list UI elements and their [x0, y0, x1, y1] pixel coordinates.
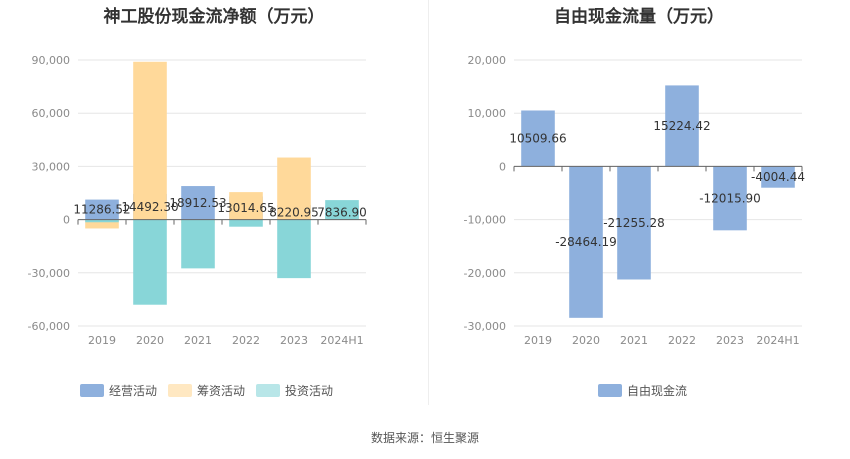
left-legend-swatch	[168, 384, 192, 397]
right-chart-title: 自由现金流量（万元）	[554, 7, 724, 27]
right-y-tick-label: -10,000	[464, 214, 506, 227]
right-y-tick-label: 10,000	[468, 107, 507, 120]
right-y-tick-label: 20,000	[468, 54, 507, 67]
charts-canvas: 90,000 60,000 30,000 0 -30,000 -60,000 2019 202…	[28, 54, 805, 398]
left-bar-3	[181, 219, 215, 269]
left-data-label: 13014.65	[217, 201, 274, 215]
right-bar-1	[617, 166, 651, 280]
left-legend-label: 筹资活动	[197, 384, 245, 398]
left-x-tick-label: 2020	[136, 334, 164, 347]
left-bar-3	[325, 200, 359, 220]
right-y-tick-label: -20,000	[464, 267, 506, 280]
right-bar-1	[569, 166, 603, 318]
left-legend-label: 投资活动	[285, 383, 333, 398]
left-bar-3	[133, 219, 167, 305]
left-x-tick-label: 2021	[184, 334, 212, 347]
right-legend-label: 自由现金流	[627, 383, 687, 398]
right-x-tick-label: 2024H1	[756, 334, 799, 347]
left-bar-3	[85, 219, 119, 223]
right-bar-1	[713, 166, 747, 231]
left-data-label: 18912.53	[169, 196, 226, 210]
right-x-tick-label: 2023	[716, 334, 744, 347]
left-bar-1	[181, 186, 215, 220]
left-bar-1	[85, 199, 119, 220]
left-y-tick-label: -30,000	[28, 267, 70, 280]
right-data-label: 15224.42	[653, 119, 710, 133]
right-data-label: -12015.90	[699, 191, 761, 205]
right-x-tick-label: 2020	[572, 334, 600, 347]
left-chart-title: 神工股份现金流净额（万元）	[103, 7, 325, 27]
right-x-tick-label: 2019	[524, 334, 552, 347]
right-bar-1	[761, 166, 795, 188]
left-data-label: 11286.52	[73, 203, 130, 217]
left-x-tick-label: 2022	[232, 334, 260, 347]
right-data-label: -28464.19	[555, 235, 617, 249]
right-x-tick-label: 2021	[620, 334, 648, 347]
left-data-label: 7836.90	[317, 206, 367, 220]
left-data-label: 14492.30	[121, 200, 178, 214]
left-x-tick-label: 2019	[88, 334, 116, 347]
left-legend-label: 经营活动	[109, 384, 157, 398]
left-y-tick-label: 90,000	[32, 54, 71, 67]
left-data-label: 8220.95	[269, 205, 319, 219]
left-legend-swatch	[256, 384, 280, 397]
right-y-tick-label: -30,000	[464, 320, 506, 333]
left-legend-swatch	[80, 384, 104, 397]
left-x-tick-label: 2024H1	[320, 334, 363, 347]
left-bar-2	[85, 219, 119, 229]
left-bar-2	[133, 61, 167, 220]
left-y-tick-label: 30,000	[32, 160, 71, 173]
left-x-tick-label: 2023	[280, 334, 308, 347]
data-source-note: 数据来源：恒生聚源	[370, 431, 479, 445]
left-bar-2	[277, 157, 311, 220]
left-bar-2	[229, 192, 263, 220]
right-data-label: -4004.44	[751, 170, 805, 184]
right-bar-1	[521, 110, 555, 167]
left-y-tick-label: 0	[63, 214, 70, 227]
left-y-tick-label: -60,000	[28, 320, 70, 333]
right-legend-swatch	[598, 384, 622, 397]
right-data-label: -21255.28	[603, 216, 665, 230]
panel-divider	[428, 0, 429, 405]
right-bar-1	[665, 85, 699, 167]
left-y-tick-label: 60,000	[32, 107, 71, 120]
right-data-label: 10509.66	[509, 131, 566, 145]
left-bar-3	[277, 219, 311, 279]
right-y-tick-label: 0	[499, 160, 506, 173]
left-bar-3	[229, 219, 263, 227]
right-x-tick-label: 2022	[668, 334, 696, 347]
